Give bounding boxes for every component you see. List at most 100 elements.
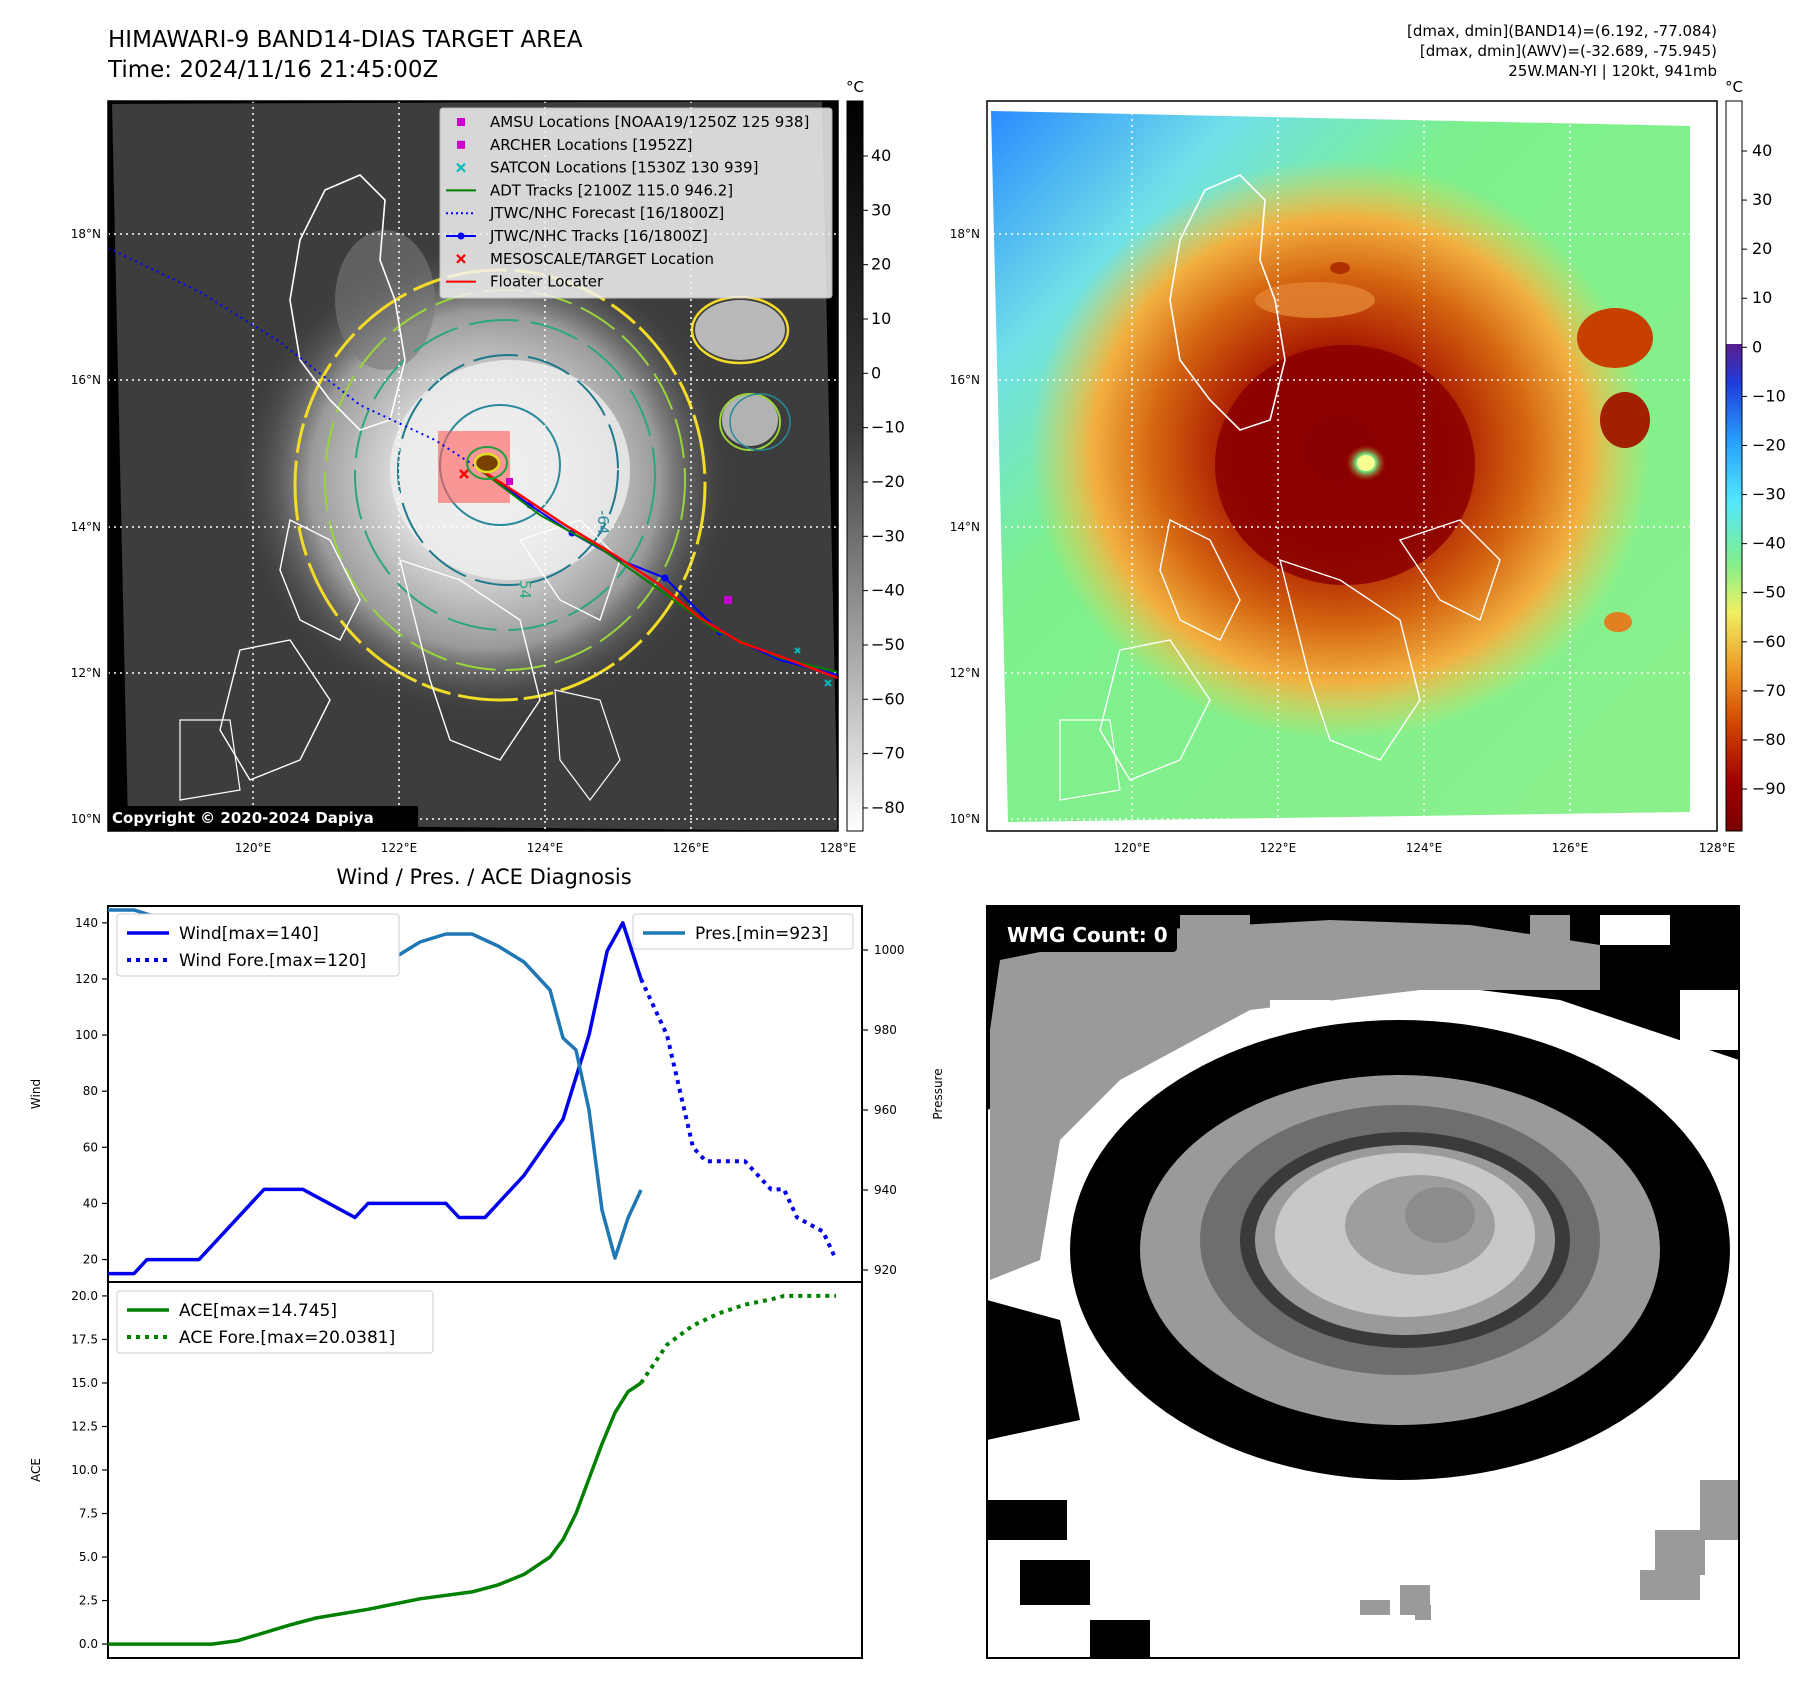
legend-label: AMSU Locations [NOAA19/1250Z 125 938] (490, 113, 809, 131)
legend-entry: SATCON Locations [1530Z 130 939] (456, 159, 758, 177)
map-x-tick-label: 122°E (381, 841, 418, 855)
awv-colorbar-unit: °C (1725, 78, 1743, 96)
legend-label: ACE[max=14.745] (179, 1301, 337, 1321)
series-line (108, 1381, 642, 1646)
y-tick-label: 100 (75, 1028, 98, 1042)
y-tick-label: 5.0 (79, 1550, 98, 1564)
y-tick-label: 80 (83, 1084, 98, 1098)
map-x-tick-label: 126°E (673, 841, 710, 855)
y-tick-label: 60 (83, 1140, 98, 1154)
awv-colorbar-tick-label: −90 (1752, 779, 1786, 798)
awv-colorbar-tick-label: −80 (1752, 730, 1786, 749)
legend-label: MESOSCALE/TARGET Location (490, 250, 714, 268)
awv-range: [dmax, dmin](AWV)=(-32.689, -75.945) (1419, 42, 1717, 60)
legend-label: ARCHER Locations [1952Z] (490, 136, 693, 154)
map-y-tick-label: 12°N (71, 666, 101, 680)
ir-colorbar-tick-label: −10 (871, 418, 905, 437)
map-y-tick-label: 14°N (950, 520, 980, 534)
chart-legend: Pres.[min=923] (632, 913, 854, 950)
legend-label: Wind Fore.[max=120] (179, 951, 366, 971)
legend-label: Floater Locater (490, 273, 604, 291)
legend-marker (456, 254, 466, 264)
y-axis-label: ACE (29, 1458, 43, 1482)
map-y-tick-label: 12°N (950, 666, 980, 680)
legend-label: ACE Fore.[max=20.0381] (179, 1328, 395, 1348)
wind-pressure-chart: 20 40 60 80 100 120 140 920 940 960 980 1000 Wind Pre… (29, 905, 945, 1283)
awv-colorbar-tick-label: −30 (1752, 485, 1786, 504)
awv-colorbar-tick-label: 40 (1752, 141, 1772, 160)
y-right-tick-label: 980 (874, 1023, 897, 1037)
wmg-count-label: WMG Count: 0 (1007, 923, 1168, 947)
ir-colorbar-tick-label: −30 (871, 526, 905, 545)
ir-colorbar-tick-label: 10 (871, 309, 891, 328)
figure-title: HIMAWARI-9 BAND14-DIAS TARGET AREA (108, 27, 583, 53)
legend-label: SATCON Locations [1530Z 130 939] (490, 159, 758, 177)
legend-entry: ARCHER Locations [1952Z] (457, 136, 693, 154)
map-x-tick-label: 124°E (1406, 841, 1443, 855)
y-tick-label: 20 (83, 1253, 98, 1267)
awv-colorbar-tick-label: −60 (1752, 632, 1786, 651)
ir-colorbar-tick-label: 0 (871, 363, 881, 382)
legend-marker (456, 162, 466, 173)
map-x-tick-label: 128°E (1699, 841, 1736, 855)
y-right-axis-label: Pressure (931, 1068, 945, 1119)
ir-colorbar-tick-label: 40 (871, 146, 891, 165)
diagnosis-title: Wind / Pres. / ACE Diagnosis (336, 865, 631, 889)
y-tick-label: 7.5 (79, 1507, 98, 1521)
map-x-tick-label: 124°E (527, 841, 564, 855)
awv-colorbar-tick-label: −40 (1752, 534, 1786, 553)
y-tick-label: 17.5 (71, 1332, 98, 1346)
y-right-tick-label: 940 (874, 1183, 897, 1197)
awv-colorbar-tick-label: −50 (1752, 583, 1786, 602)
y-tick-label: 2.5 (79, 1594, 98, 1608)
y-tick-label: 40 (83, 1196, 98, 1210)
legend-label: Wind[max=140] (179, 924, 319, 944)
y-right-tick-label: 920 (874, 1263, 897, 1277)
y-tick-label: 20.0 (71, 1289, 98, 1303)
y-tick-label: 15.0 (71, 1376, 98, 1390)
band14-range: [dmax, dmin](BAND14)=(6.192, -77.084) (1406, 22, 1717, 40)
map-x-tick-label: 120°E (235, 841, 272, 855)
awv-map-panel (986, 100, 1718, 832)
figure-time: Time: 2024/11/16 21:45:00Z (108, 57, 439, 83)
awv-colorbar-tick-label: −20 (1752, 435, 1786, 454)
legend-entry: Floater Locater (446, 273, 604, 291)
chart-legend: ACE[max=14.745] ACE Fore.[max=20.0381] (116, 1290, 434, 1354)
awv-colorbar-tick-label: −10 (1752, 386, 1786, 405)
wmg-panel: WMG Count: 0 (986, 905, 1740, 1659)
ir-colorbar: °C 40 30 20 10 0 −10 −20 −30 −40 −50 −60 −70 −80 (846, 78, 905, 832)
map-y-tick-label: 16°N (950, 373, 980, 387)
ir-colorbar-tick-label: 20 (871, 255, 891, 274)
awv-colorbar-tick-label: 30 (1752, 190, 1772, 209)
awv-colorbar-tick-label: 0 (1752, 337, 1762, 356)
y-tick-label: 10.0 (71, 1463, 98, 1477)
ir-colorbar-tick-label: −40 (871, 581, 905, 600)
ir-colorbar-unit: °C (846, 78, 864, 96)
awv-colorbar-tick-label: 10 (1752, 288, 1772, 307)
awv-colorbar: °C 40 30 20 10 0 −10 −20 −30 −40 −50 −60 −70 −80 −90 (1725, 78, 1786, 832)
legend-marker (457, 118, 465, 126)
ir-map-panel: -64 54 AMSU Locations [NOAA19/1250Z 125 … (107, 100, 839, 832)
legend-marker (457, 140, 465, 149)
map-y-tick-label: 10°N (950, 812, 980, 826)
map-axis-ticks: 120°E 120°E 122°E 122°E 124°E 124°E 126°E 126°E… (71, 227, 1736, 855)
legend-label: JTWC/NHC Forecast [16/1800Z] (489, 204, 724, 222)
y-right-tick-label: 960 (874, 1103, 897, 1117)
y-tick-label: 120 (75, 972, 98, 986)
series-line (108, 921, 643, 1276)
y-axis-label: Wind (29, 1079, 43, 1109)
contour-label: -64 (594, 510, 612, 535)
legend-label: ADT Tracks [2100Z 115.0 946.2] (490, 181, 733, 199)
map-y-tick-label: 16°N (71, 373, 101, 387)
map-x-tick-label: 120°E (1114, 841, 1151, 855)
legend-entry: JTWC/NHC Tracks [16/1800Z] (446, 227, 708, 245)
series-line (639, 978, 838, 1261)
y-right-tick-label: 1000 (874, 943, 905, 957)
copyright-text: Copyright © 2020-2024 Dapiya (112, 809, 374, 827)
map-x-tick-label: 122°E (1260, 841, 1297, 855)
map-y-tick-label: 18°N (71, 227, 101, 241)
y-tick-label: 12.5 (71, 1419, 98, 1433)
ace-chart: 0.0 2.5 5.0 7.5 10.0 12.5 15.0 17.5 20.0 ACE ACE[m… (29, 1281, 863, 1659)
map-legend: AMSU Locations [NOAA19/1250Z 125 938] ARC… (439, 107, 833, 299)
